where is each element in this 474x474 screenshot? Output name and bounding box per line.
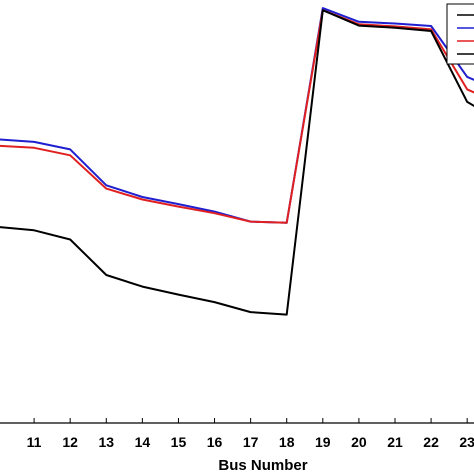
- legend-box: [446, 3, 474, 65]
- x-tick-label: 11: [27, 434, 42, 450]
- legend: [446, 3, 474, 65]
- x-tick-label: 22: [423, 434, 439, 450]
- x-tick-label: 23: [459, 434, 474, 450]
- data-series: [0, 7, 474, 316]
- series-line-3: [0, 9, 474, 316]
- x-tick-label: 12: [62, 434, 78, 450]
- x-tick-label: 14: [135, 434, 151, 450]
- series-line-2: [0, 9, 474, 224]
- x-tick-label: 20: [351, 434, 367, 450]
- x-tick-label: 19: [315, 434, 331, 450]
- series-line-1: [0, 7, 474, 224]
- x-tick-label: 15: [171, 434, 187, 450]
- x-tick-label: 13: [98, 434, 114, 450]
- x-tick-label: 16: [207, 434, 223, 450]
- x-tick-label: 21: [387, 434, 403, 450]
- x-axis-label: Bus Number: [218, 457, 307, 474]
- x-tick-label: 17: [243, 434, 259, 450]
- x-axis-ticks: 11 12 13 14 15 16 17 18 19 20 21 22 23: [27, 418, 474, 450]
- x-tick-label: 18: [279, 434, 295, 450]
